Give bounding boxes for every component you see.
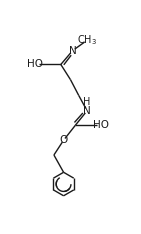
Text: O: O	[60, 135, 68, 145]
Text: N: N	[69, 46, 76, 56]
Text: N: N	[83, 106, 91, 116]
Text: HO: HO	[27, 59, 43, 69]
Text: CH$_3$: CH$_3$	[77, 33, 97, 47]
Text: H: H	[83, 97, 91, 107]
Text: HO: HO	[93, 120, 109, 130]
